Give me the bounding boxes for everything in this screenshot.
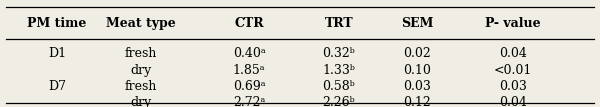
Text: 0.58ᵇ: 0.58ᵇ bbox=[323, 80, 355, 93]
Text: 0.40ᵃ: 0.40ᵃ bbox=[233, 47, 265, 60]
Text: Meat type: Meat type bbox=[106, 17, 176, 30]
Text: 0.03: 0.03 bbox=[403, 80, 431, 93]
Text: 0.04: 0.04 bbox=[499, 47, 527, 60]
Text: PM time: PM time bbox=[28, 17, 86, 30]
Text: fresh: fresh bbox=[125, 80, 157, 93]
Text: D7: D7 bbox=[48, 80, 66, 93]
Text: SEM: SEM bbox=[401, 17, 433, 30]
Text: D1: D1 bbox=[48, 47, 66, 60]
Text: 0.04: 0.04 bbox=[499, 96, 527, 107]
Text: 0.03: 0.03 bbox=[499, 80, 527, 93]
Text: 0.32ᵇ: 0.32ᵇ bbox=[323, 47, 355, 60]
Text: fresh: fresh bbox=[125, 47, 157, 60]
Text: 2.72ᵃ: 2.72ᵃ bbox=[233, 96, 265, 107]
Text: dry: dry bbox=[130, 96, 152, 107]
Text: 1.85ᵃ: 1.85ᵃ bbox=[233, 64, 265, 77]
Text: TRT: TRT bbox=[325, 17, 353, 30]
Text: 0.10: 0.10 bbox=[403, 64, 431, 77]
Text: 1.33ᵇ: 1.33ᵇ bbox=[323, 64, 355, 77]
Text: CTR: CTR bbox=[234, 17, 264, 30]
Text: 2.26ᵇ: 2.26ᵇ bbox=[323, 96, 355, 107]
Text: dry: dry bbox=[130, 64, 152, 77]
Text: P- value: P- value bbox=[485, 17, 541, 30]
Text: 0.02: 0.02 bbox=[403, 47, 431, 60]
Text: 0.12: 0.12 bbox=[403, 96, 431, 107]
Text: 0.69ᵃ: 0.69ᵃ bbox=[233, 80, 265, 93]
Text: <0.01: <0.01 bbox=[494, 64, 532, 77]
